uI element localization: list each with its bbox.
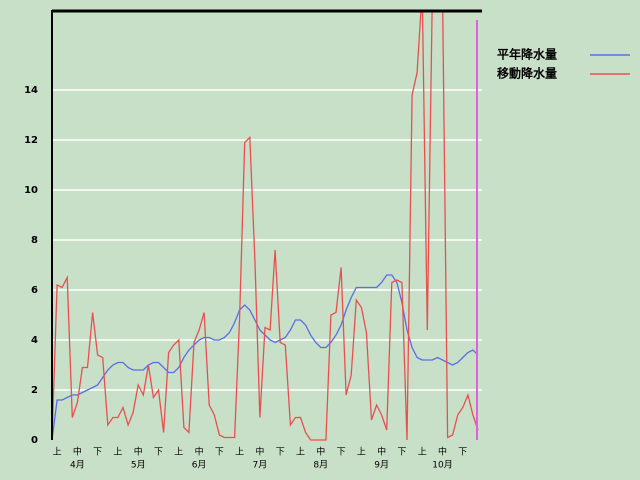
y-tick-label: 14	[24, 85, 38, 96]
y-tick-label: 10	[24, 185, 38, 196]
x-tick-label: 上	[174, 447, 183, 458]
x-tick-label: 上	[113, 447, 122, 458]
x-tick-label: 下	[276, 448, 285, 458]
x-tick-label: 下	[397, 448, 406, 458]
x-tick-label: 下	[93, 448, 102, 458]
y-tick-label: 4	[31, 335, 38, 346]
x-tick-label: 上	[235, 447, 244, 458]
y-tick-label: 8	[31, 235, 38, 246]
month-label: 9月	[374, 460, 389, 471]
x-tick-label: 中	[195, 446, 204, 458]
x-tick-label: 下	[337, 448, 346, 458]
x-tick-label: 中	[316, 446, 325, 458]
labels: 02468101214上中下上中下上中下上中下上中下上中下上中下4月 5月 6月 7月…	[24, 85, 467, 471]
x-tick-label: 中	[255, 446, 264, 458]
x-tick-label: 中	[438, 446, 447, 458]
series-line	[51, 10, 479, 441]
legend-label: 平年降水量	[497, 47, 557, 62]
legend-label: 移動降水量	[497, 66, 557, 81]
x-tick-label: 中	[377, 446, 386, 458]
x-tick-label: 上	[296, 447, 305, 458]
x-tick-label: 中	[134, 446, 143, 458]
x-tick-label: 上	[418, 447, 427, 458]
plot-area	[51, 10, 479, 441]
month-label: 6月	[192, 460, 207, 471]
x-tick-label: 上	[53, 447, 62, 458]
x-tick-label: 上	[357, 447, 366, 458]
x-tick-label: 下	[215, 448, 224, 458]
month-label: 4月	[70, 460, 85, 471]
month-label: 5月	[131, 460, 146, 471]
y-tick-label: 2	[31, 385, 38, 396]
month-label: 10月	[432, 460, 452, 471]
month-label: 8月	[313, 460, 328, 471]
x-tick-label: 下	[154, 448, 163, 458]
y-tick-label: 12	[24, 135, 38, 146]
y-tick-label: 0	[31, 435, 38, 446]
month-label: 7月	[253, 460, 268, 471]
grid	[52, 89, 482, 391]
y-tick-label: 6	[31, 285, 38, 296]
x-tick-label: 下	[458, 448, 467, 458]
x-tick-label: 中	[73, 446, 82, 458]
